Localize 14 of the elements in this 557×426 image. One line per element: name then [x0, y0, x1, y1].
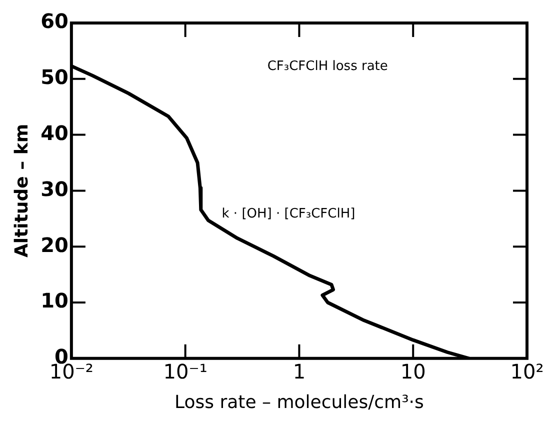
y-tick-label: 20: [40, 232, 68, 257]
y-axis-title: Altitude – km: [11, 124, 32, 258]
y-tick-label: 10: [40, 288, 68, 313]
y-tick-label: 50: [40, 65, 68, 90]
x-tick-label: 10⁻¹: [163, 360, 208, 384]
x-tick-label: 10²: [510, 360, 544, 384]
annotation: CF₃CFClH loss rate: [267, 58, 388, 74]
y-tick-label: 60: [40, 9, 68, 34]
y-tick-label: 30: [40, 176, 68, 201]
x-tick-label: 1: [292, 360, 306, 384]
annotation: k · [OH] · [CF₃CFClH]: [222, 206, 356, 222]
x-tick-label: 10: [400, 360, 426, 384]
x-axis-title: Loss rate – molecules/cm³·s: [174, 392, 424, 413]
y-tick-label: 40: [40, 121, 68, 146]
